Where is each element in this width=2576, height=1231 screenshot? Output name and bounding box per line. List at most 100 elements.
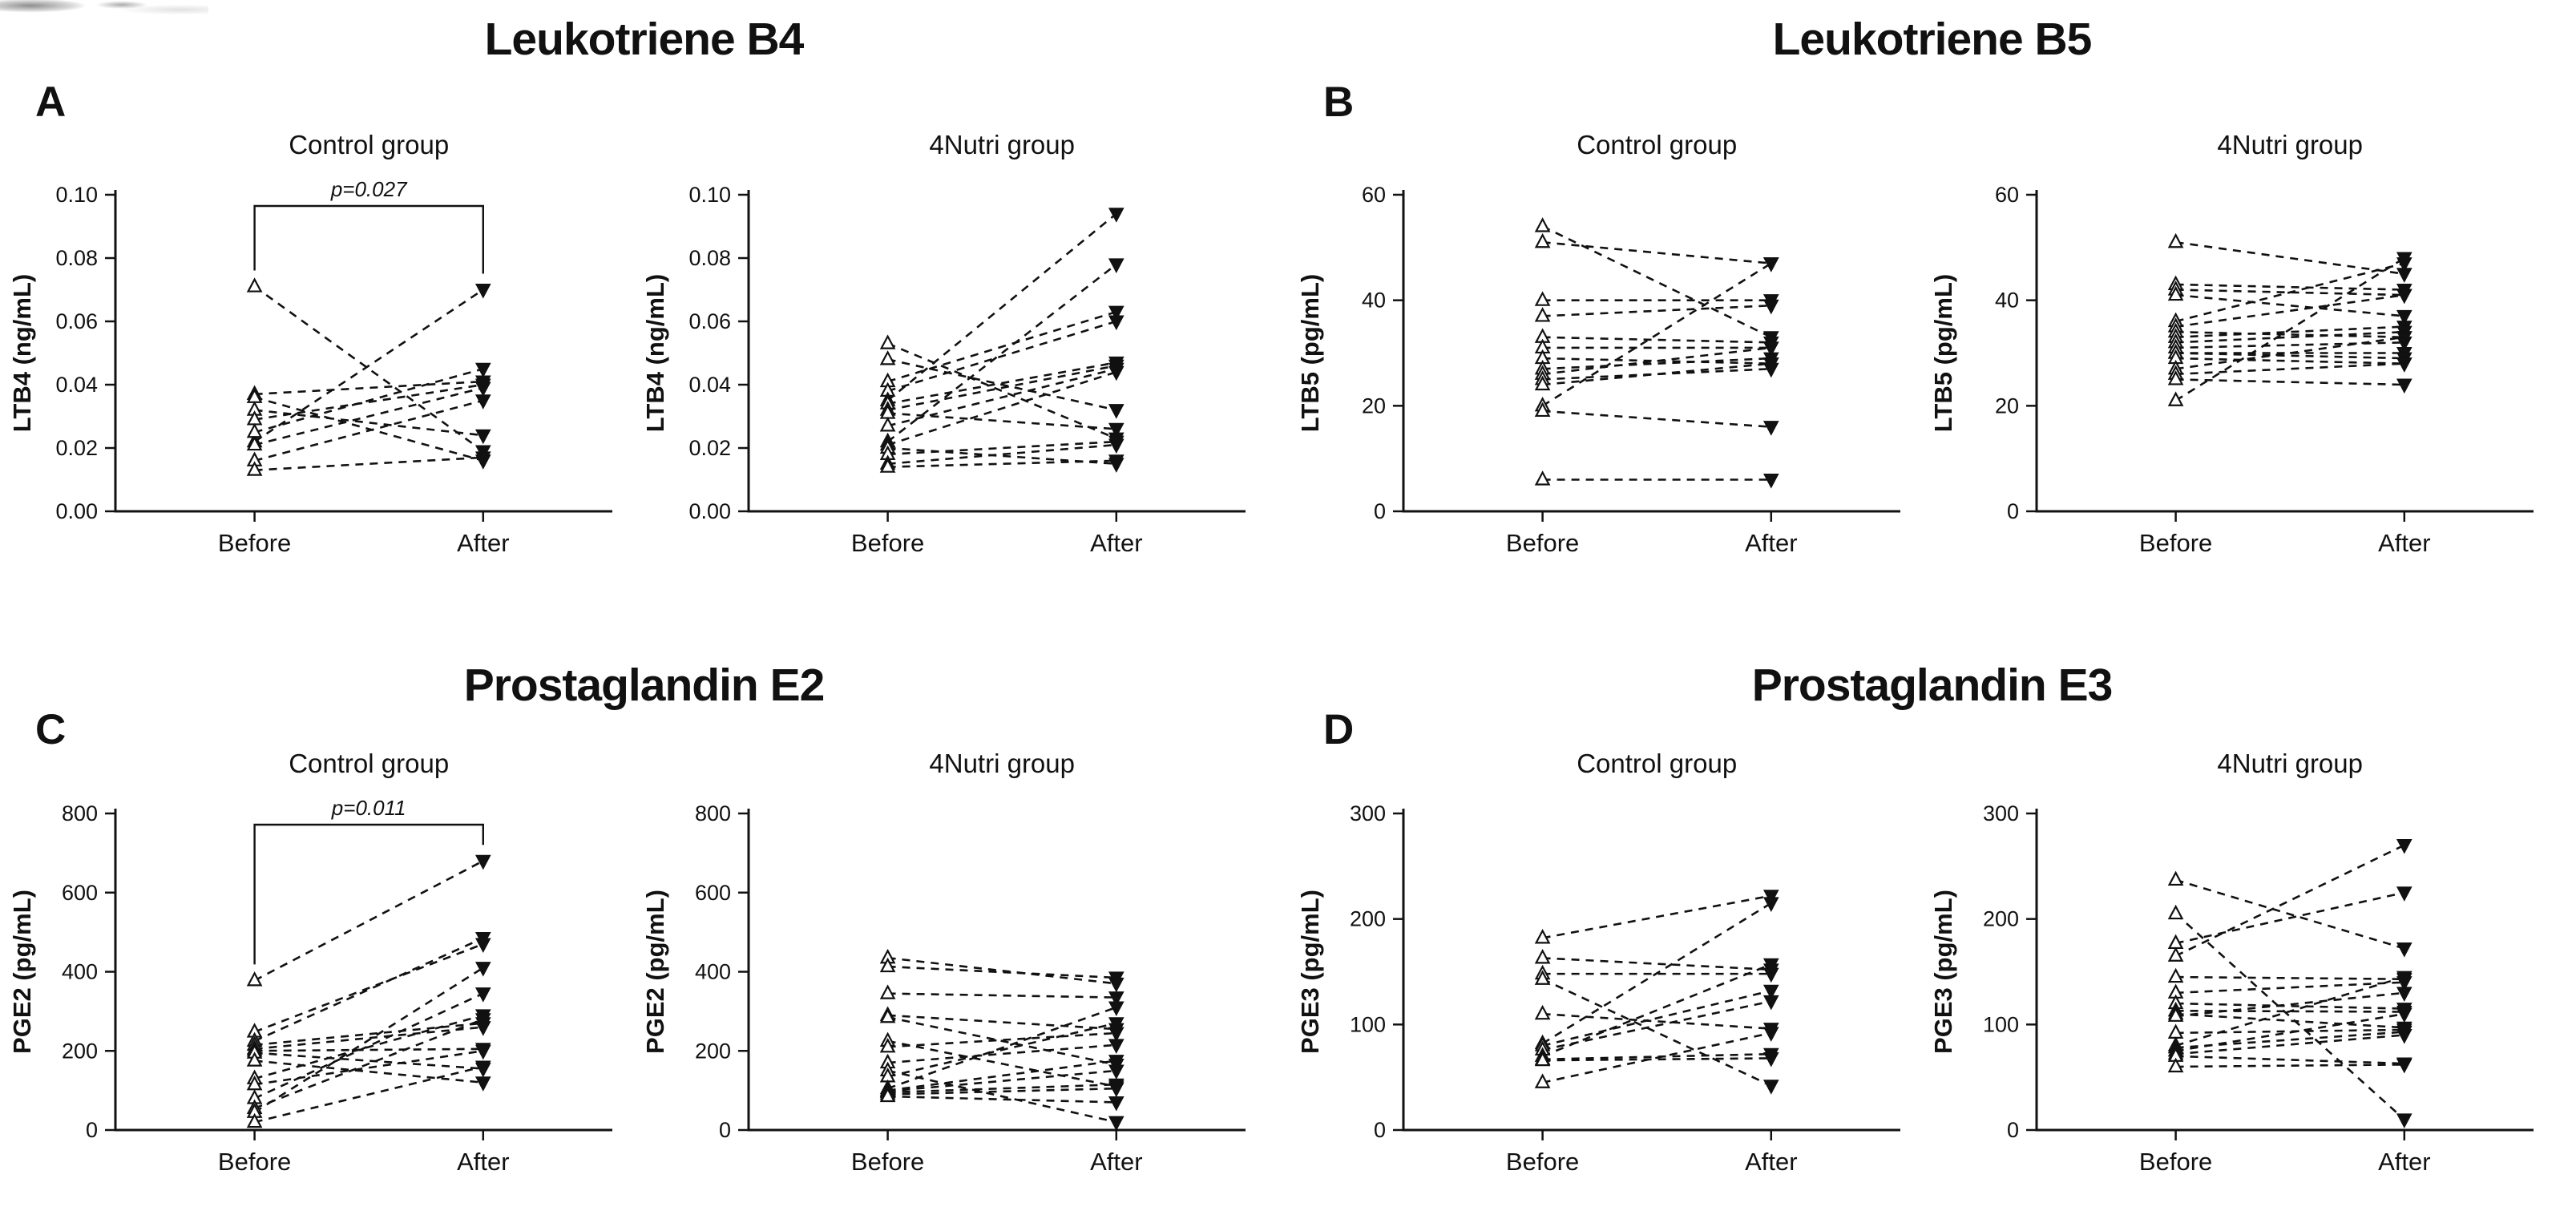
before-marker	[2167, 1057, 2184, 1073]
after-marker	[1762, 1080, 1779, 1095]
pair-line	[887, 965, 1116, 979]
x-category-label: After	[2378, 529, 2430, 557]
y-tick-label: 300	[1350, 801, 1386, 825]
y-tick-label: 800	[695, 801, 731, 825]
y-axis-label: PGE3 (pg/mL)	[1929, 890, 1957, 1054]
after-marker	[2396, 1029, 2412, 1044]
after-marker	[1108, 208, 1124, 223]
after-marker	[2396, 971, 2412, 987]
after-marker	[2396, 357, 2412, 373]
pair-line	[2175, 341, 2404, 349]
panel-title: Prostaglandin E3	[1751, 660, 2114, 711]
pair-line	[886, 212, 1117, 402]
pair-line	[254, 1049, 483, 1086]
pair-line	[1542, 357, 1771, 370]
after-marker	[474, 1044, 491, 1060]
y-tick-label: 0.04	[55, 373, 98, 397]
before-marker	[1534, 232, 1551, 248]
y-tick-label: 0.04	[688, 373, 731, 397]
pair-line	[887, 310, 1117, 383]
before-marker	[2167, 967, 2184, 983]
pair-line	[887, 1014, 1116, 1031]
pair-line	[254, 1026, 483, 1051]
pair-line	[254, 1059, 483, 1084]
before-marker	[879, 334, 896, 349]
pair-line	[2175, 1028, 2404, 1035]
pair-line	[2175, 293, 2404, 328]
pair-line	[887, 440, 1116, 456]
y-axis-label: LTB5 (pg/mL)	[1929, 274, 1957, 432]
y-tick-label: 200	[1983, 907, 2019, 931]
pair-line	[1542, 346, 1771, 376]
pair-line	[254, 396, 484, 462]
p-value-label: p=0.027	[330, 177, 408, 201]
y-axis-label: PGE3 (pg/mL)	[1296, 890, 1324, 1054]
pair-line	[887, 367, 1117, 427]
after-marker	[474, 394, 491, 410]
pair-line	[2175, 1031, 2404, 1049]
y-tick-label: 20	[1995, 394, 2019, 418]
y-tick-label: 100	[1983, 1012, 2019, 1036]
p-value-label: p=0.011	[331, 796, 406, 820]
pair-line	[1542, 367, 1771, 381]
after-marker	[1762, 421, 1779, 436]
x-category-label: After	[457, 1148, 509, 1176]
after-marker	[1108, 1055, 1124, 1070]
pair-line	[2175, 352, 2404, 360]
pair-line	[2175, 330, 2404, 344]
before-marker	[2167, 1023, 2184, 1039]
subplot-4nutri-group: 4Nutri group LTB4 (ng/mL) 0.00 0.02 0.04 0.06…	[641, 130, 1246, 557]
after-marker	[474, 932, 491, 947]
pair-line	[887, 358, 1117, 411]
y-tick-label: 0.00	[688, 499, 731, 523]
pair-line	[887, 370, 1117, 446]
pair-line	[1542, 1057, 1771, 1062]
after-marker	[1108, 1082, 1124, 1098]
after-marker	[474, 451, 491, 466]
subplot-title: Control group	[289, 130, 449, 159]
after-marker	[2396, 987, 2412, 1002]
panel-letter: B	[1323, 79, 1355, 126]
pair-line	[2175, 378, 2404, 386]
pair-line	[887, 342, 1117, 440]
y-tick-label: 600	[695, 881, 731, 905]
pair-line	[1542, 894, 1772, 939]
pair-line	[1542, 1000, 1772, 1051]
y-tick-label: 0.02	[688, 436, 731, 460]
pair-line	[887, 443, 1116, 466]
before-marker	[1534, 1073, 1551, 1088]
after-marker	[1108, 991, 1124, 1007]
after-marker	[2396, 331, 2412, 346]
after-marker	[2396, 1113, 2412, 1128]
pair-line	[254, 456, 483, 471]
y-tick-label: 800	[62, 801, 98, 825]
before-marker	[2167, 391, 2184, 406]
y-tick-label: 20	[1362, 394, 1386, 418]
y-tick-label: 60	[1362, 183, 1386, 207]
before-marker	[2167, 904, 2184, 920]
before-marker	[879, 1037, 896, 1053]
after-marker	[1108, 438, 1124, 454]
before-marker	[246, 1051, 263, 1067]
y-axis-label: PGE2 (pg/mL)	[8, 890, 36, 1054]
before-marker	[2167, 370, 2184, 385]
after-marker	[1108, 1096, 1124, 1112]
subplot-4nutri-group: 4Nutri group LTB5 (pg/mL) 0 20 40 60 Before Aft…	[1929, 130, 2534, 557]
y-tick-label: 0.02	[55, 436, 98, 460]
y-tick-label: 200	[1350, 907, 1386, 931]
pair-line	[1541, 262, 1772, 407]
pair-line	[2174, 913, 2405, 1120]
before-marker	[2167, 1007, 2184, 1022]
panel-b: Leukotriene B5 B Control group LTB5 (pg/m…	[1288, 0, 2576, 616]
pair-line	[2175, 289, 2404, 297]
before-marker	[1534, 375, 1551, 391]
pair-line	[1542, 240, 1771, 264]
pair-line	[887, 459, 1116, 468]
after-marker	[474, 1013, 491, 1028]
pair-line	[887, 412, 1116, 430]
y-axis-label: PGE2 (pg/mL)	[641, 890, 669, 1054]
x-category-label: Before	[2139, 1148, 2212, 1176]
after-marker	[2396, 1007, 2412, 1023]
after-marker	[1762, 897, 1779, 912]
after-marker	[1762, 299, 1779, 315]
